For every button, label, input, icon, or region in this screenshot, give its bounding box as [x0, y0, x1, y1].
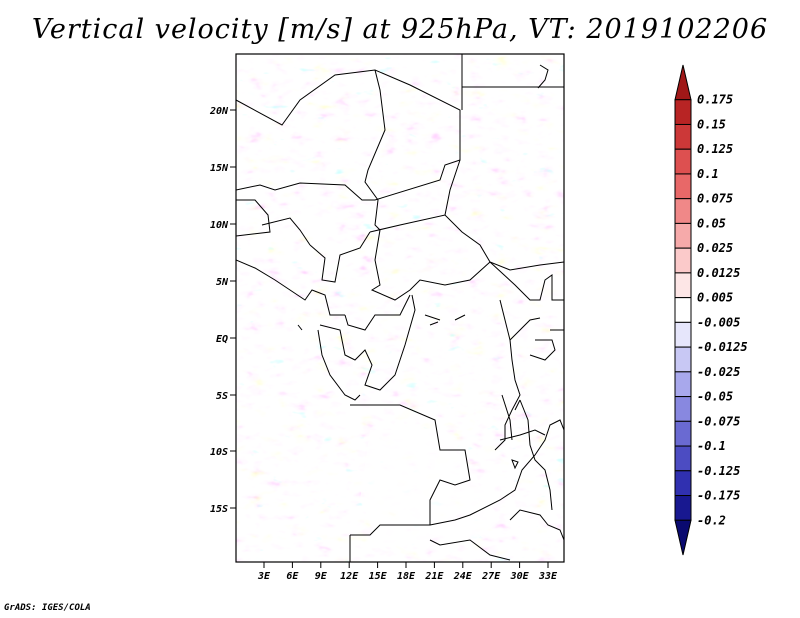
colorbar-swatch [674, 148, 692, 175]
colorbar-label: 0.05 [697, 216, 726, 230]
lon-label: 21E [424, 571, 444, 582]
lon-label: 24E [453, 571, 473, 582]
colorbar-label: -0.2 [697, 513, 726, 527]
lon-label: 30E [510, 571, 530, 582]
velocity-field [236, 54, 564, 562]
colorbar: 0.175 0.15 0.125 0.1 0.075 0.05 0.025 0.0125 0.0… [674, 64, 748, 556]
colorbar-label: 0.125 [697, 142, 733, 156]
lon-label: 9E [315, 571, 328, 582]
colorbar-swatch [674, 346, 692, 373]
colorbar-swatch [674, 64, 692, 101]
colorbar-label: -0.005 [697, 315, 740, 329]
colorbar-swatch [674, 321, 692, 348]
credit-text: GrADS: IGES/COLA [4, 603, 91, 613]
colorbar-swatch [674, 495, 692, 521]
colorbar-swatch [674, 222, 692, 249]
colorbar-swatch [674, 123, 692, 150]
colorbar-label: 0.175 [697, 93, 733, 107]
colorbar-label: -0.1 [697, 439, 726, 453]
lat-label: 15S [210, 504, 228, 515]
colorbar-swatch [674, 371, 692, 398]
colorbar-label: 0.025 [697, 241, 733, 255]
colorbar-swatch [674, 99, 692, 125]
lon-label: 33E [538, 571, 558, 582]
colorbar-label: -0.025 [697, 365, 740, 379]
map-frame [235, 53, 565, 563]
colorbar-swatch [674, 445, 692, 472]
lon-label: 6E [286, 571, 299, 582]
colorbar-label: -0.125 [697, 464, 740, 478]
lat-label: 5S [216, 391, 228, 402]
country-borders [236, 54, 564, 562]
colorbar-label: -0.175 [697, 489, 740, 503]
colorbar-swatch [674, 470, 692, 497]
lon-label: 12E [340, 571, 359, 582]
lat-label: 10S [210, 447, 228, 458]
colorbar-label: -0.05 [697, 390, 733, 404]
colorbar-label: 0.005 [697, 291, 733, 305]
colorbar-swatch [674, 396, 692, 422]
colorbar-swatch [674, 272, 692, 299]
chart-title: Vertical velocity [m/s] at 925hPa, VT: 2… [31, 14, 769, 45]
longitude-axis: 3E 6E 9E 12E 15E 18E 21E 24E 27E 30E 33E [257, 562, 558, 582]
lat-label: 10N [210, 220, 229, 231]
colorbar-swatch [674, 198, 692, 224]
colorbar-label: 0.1 [697, 167, 719, 181]
lat-label: 5N [216, 277, 229, 288]
lat-label: 15N [210, 163, 229, 174]
colorbar-swatch [674, 519, 692, 556]
lon-label: 15E [369, 571, 388, 582]
colorbar-label: 0.075 [697, 192, 733, 206]
colorbar-label: 0.15 [697, 117, 726, 131]
colorbar-swatch [674, 297, 692, 323]
lat-label: EQ [216, 334, 228, 345]
lon-label: 27E [481, 571, 501, 582]
lat-label: 20N [209, 106, 229, 117]
colorbar-label: -0.0125 [697, 340, 748, 354]
colorbar-swatch [674, 173, 692, 200]
lon-label: 3E [257, 571, 271, 582]
colorbar-swatch [674, 247, 692, 274]
latitude-axis: 20N 15N 10N 5N EQ 5S 10S 15S [209, 106, 236, 515]
colorbar-swatch [674, 420, 692, 447]
lon-label: 18E [397, 571, 416, 582]
colorbar-label: 0.0125 [697, 266, 740, 280]
colorbar-label: -0.075 [697, 414, 740, 428]
